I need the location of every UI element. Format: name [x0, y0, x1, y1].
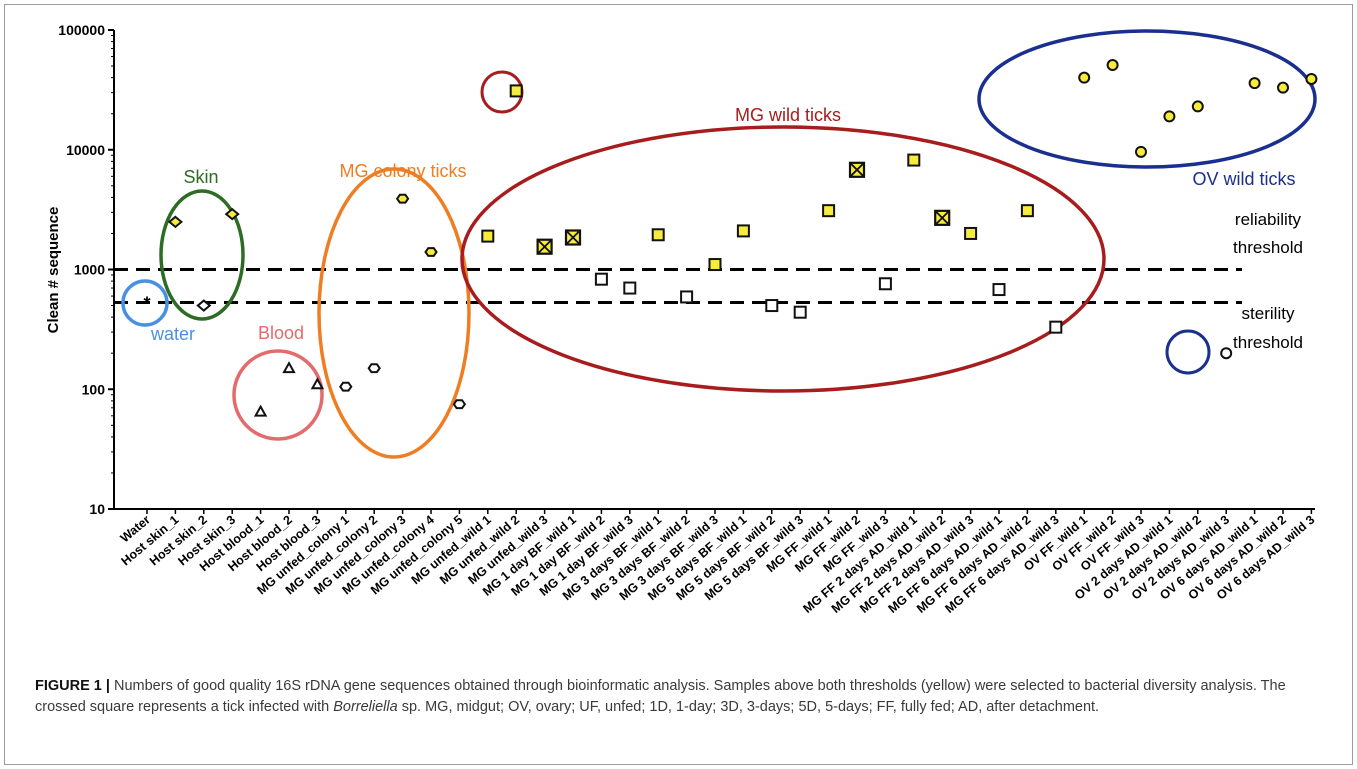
caption-text-2: sp. MG, midgut; OV, ovary; UF, unfed; 1D… [397, 699, 1100, 715]
data-points: * [143, 59, 1318, 417]
data-point [878, 277, 892, 291]
data-point [367, 363, 381, 374]
data-point [1106, 59, 1119, 72]
data-point [623, 281, 637, 295]
data-point [822, 204, 836, 218]
data-point [196, 299, 212, 312]
data-point [708, 258, 722, 272]
y-tick-label: 1000 [74, 262, 105, 278]
data-point [1248, 77, 1261, 90]
caption-label: FIGURE 1 | [35, 678, 110, 694]
data-point [651, 228, 665, 242]
y-tick-label: 10000 [66, 142, 105, 158]
caption-text-1: Numbers of good quality 16S rDNA gene se… [35, 678, 1286, 715]
data-point [1305, 72, 1318, 85]
group-label: OV wild ticks [1192, 169, 1295, 189]
data-point-cross [849, 162, 865, 178]
data-point [395, 193, 410, 204]
threshold-label: threshold [1233, 333, 1303, 352]
group-ellipse [317, 167, 471, 459]
data-point [793, 305, 807, 319]
data-point [1049, 320, 1063, 334]
y-tick-label: 100 [82, 381, 106, 397]
data-point [1277, 81, 1289, 94]
data-point [765, 299, 779, 313]
group-label: MG wild ticks [735, 105, 841, 125]
group-label: water [150, 324, 195, 344]
group-ellipse [159, 189, 245, 321]
figure-frame: 10 100 1000 10000 100000 Clean # sequence Wate… [4, 4, 1353, 765]
caption-italic: Borreliella [333, 699, 398, 715]
group-label: MG colony ticks [339, 161, 466, 181]
data-point [452, 399, 467, 410]
group-ellipse [121, 279, 169, 327]
data-point [1191, 100, 1204, 113]
data-point [964, 226, 978, 240]
data-point: * [143, 294, 150, 314]
data-point [1163, 110, 1176, 123]
data-point [167, 215, 183, 229]
y-tick-label: 10 [89, 501, 105, 517]
data-point [680, 290, 694, 304]
threshold-label: sterility [1242, 304, 1295, 323]
y-tick-label: 100000 [58, 22, 105, 38]
group-ellipse [232, 349, 324, 441]
data-point [509, 84, 523, 98]
data-point [1220, 347, 1233, 360]
data-point [224, 207, 240, 221]
data-point [282, 361, 296, 374]
data-point-cross [934, 210, 950, 226]
data-point [1078, 71, 1091, 84]
data-point [594, 272, 608, 286]
group-ellipse [977, 29, 1317, 169]
group-label: Skin [183, 167, 218, 187]
threshold-label: threshold [1233, 238, 1303, 257]
data-point [907, 153, 921, 167]
group-ellipses [121, 29, 1317, 459]
data-point [424, 247, 438, 257]
highlight-circle [1165, 329, 1211, 375]
threshold-lines [114, 268, 1242, 305]
threshold-label: reliability [1235, 210, 1302, 229]
data-point [1020, 204, 1034, 218]
data-point [992, 283, 1006, 297]
figure-caption: FIGURE 1 | Numbers of good quality 16S r… [35, 676, 1335, 718]
text-labels: reliability threshold sterility threshold Sk… [150, 105, 1303, 352]
data-point-cross [565, 229, 581, 246]
data-point-cross [536, 239, 553, 255]
group-label: Blood [258, 323, 304, 343]
data-point [310, 377, 325, 390]
data-point [339, 381, 353, 392]
y-axis-title: Clean # sequence [45, 207, 62, 334]
group-ellipse [460, 125, 1106, 393]
data-point [481, 229, 495, 243]
data-point [253, 404, 268, 417]
data-point [736, 224, 750, 238]
data-point [1135, 145, 1147, 158]
